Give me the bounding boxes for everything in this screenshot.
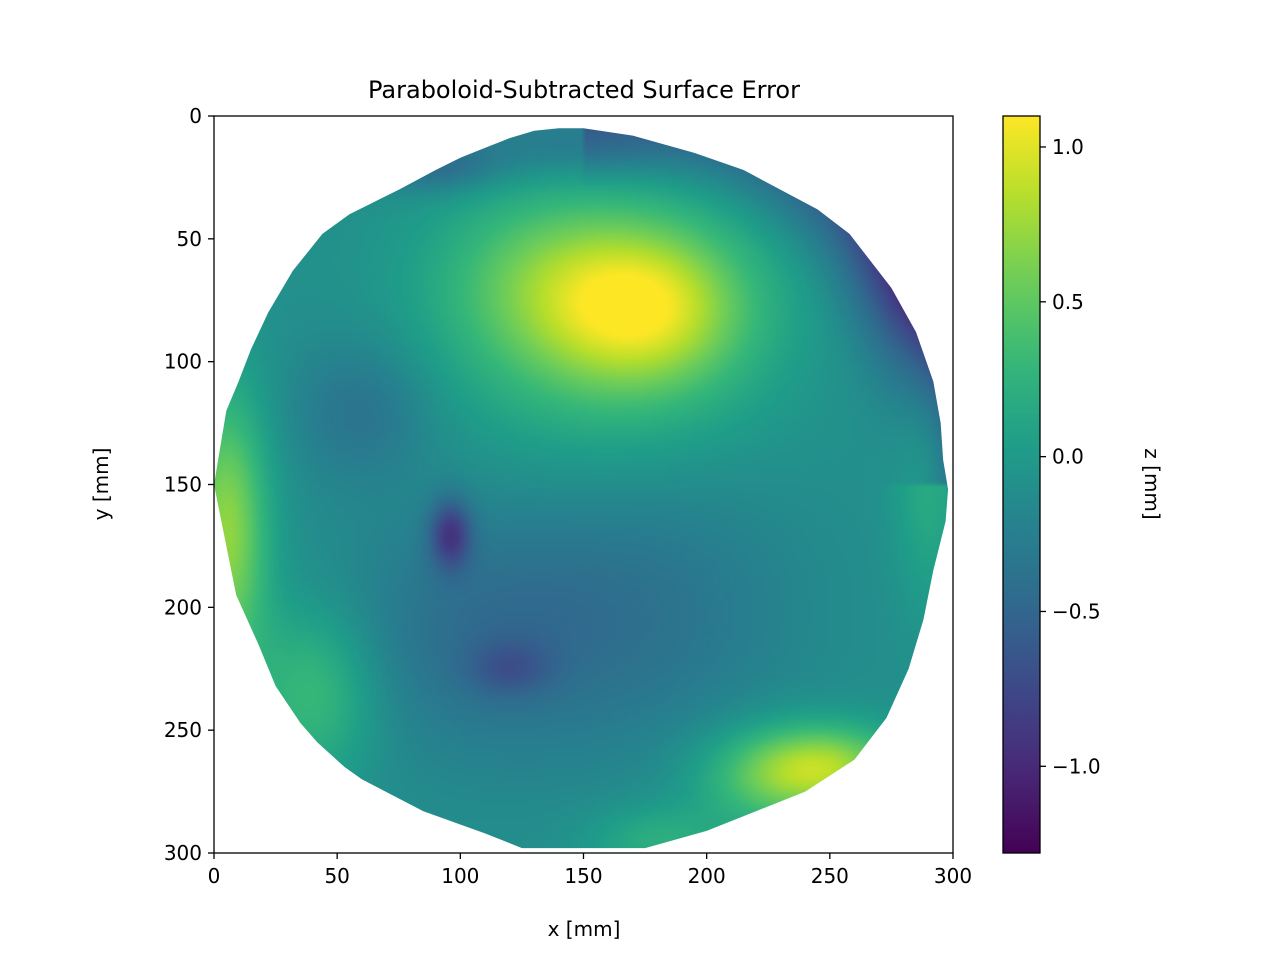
colorbar-label: z [mm]	[1140, 448, 1164, 519]
colorbar-tick-label: 0.0	[1052, 445, 1084, 469]
x-axis-ticks: 0 50 100 150 200 250 300	[208, 853, 972, 888]
colorbar-tick-label: −0.5	[1052, 599, 1101, 623]
colorbar-tick-label: 1.0	[1052, 135, 1084, 159]
y-tick-label: 0	[189, 104, 202, 128]
x-tick-label: 200	[688, 864, 726, 888]
x-tick-label: 0	[208, 864, 221, 888]
x-tick-label: 150	[564, 864, 602, 888]
y-tick-label: 50	[177, 227, 202, 251]
x-tick-label: 300	[934, 864, 972, 888]
x-tick-label: 50	[324, 864, 349, 888]
y-axis-label: y [mm]	[89, 448, 113, 521]
y-tick-label: 300	[164, 841, 202, 865]
colorbar-ticks: 1.0 0.5 0.0 −0.5 −1.0	[1040, 135, 1101, 778]
y-tick-label: 100	[164, 350, 202, 374]
colorbar-body	[1002, 115, 1041, 854]
surface-error-heatmap	[214, 128, 949, 849]
chart-title: Paraboloid-Subtracted Surface Error	[368, 76, 800, 104]
x-tick-label: 100	[441, 864, 479, 888]
colorbar-tick-label: 0.5	[1052, 290, 1084, 314]
y-tick-label: 150	[164, 473, 202, 497]
colorbar: 1.0 0.5 0.0 −0.5 −1.0 z [mm]	[1002, 115, 1164, 854]
x-axis-label: x [mm]	[548, 917, 621, 941]
y-tick-label: 200	[164, 595, 202, 619]
colorbar-tick-label: −1.0	[1052, 754, 1101, 778]
plot-area: 0 50 100 150 200 250 300 0 50 100 150 200 250 300	[164, 104, 972, 888]
y-tick-label: 250	[164, 718, 202, 742]
x-tick-label: 250	[811, 864, 849, 888]
y-axis-ticks: 0 50 100 150 200 250 300	[164, 104, 214, 865]
